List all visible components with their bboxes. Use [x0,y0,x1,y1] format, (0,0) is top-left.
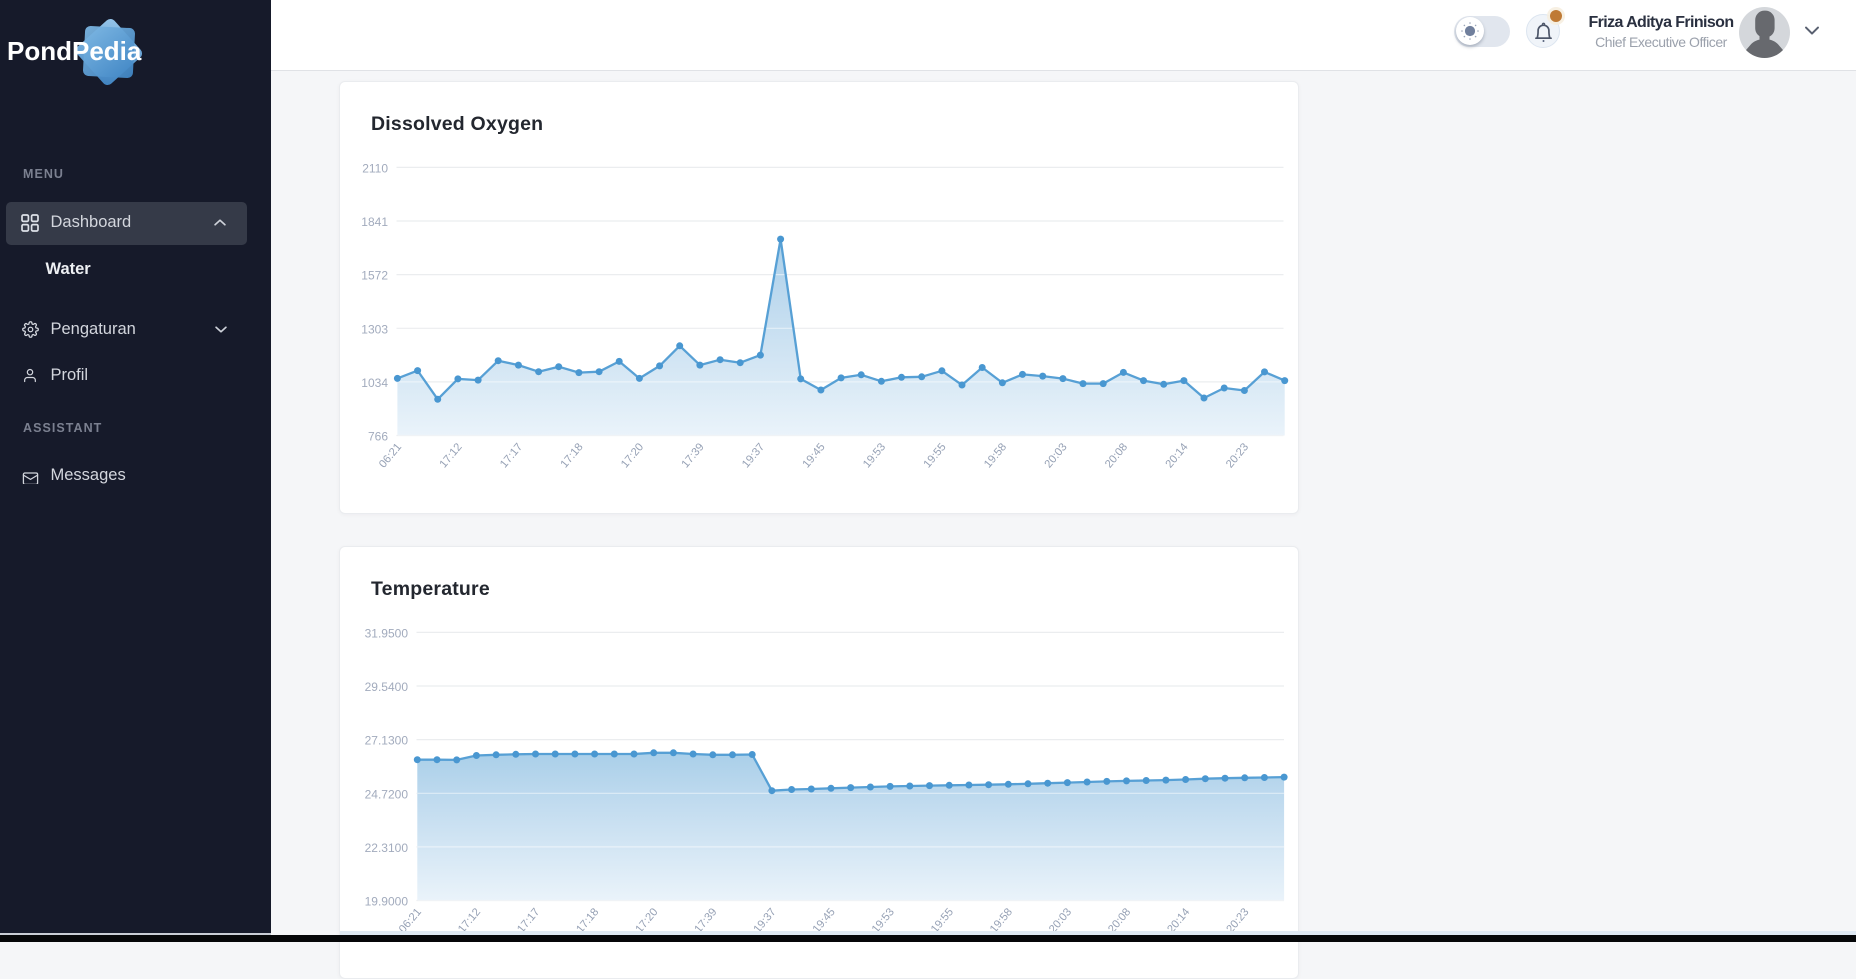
svg-text:24.7200: 24.7200 [365,787,409,801]
svg-text:06:21: 06:21 [377,441,404,470]
svg-text:1841: 1841 [361,215,388,229]
svg-text:19:58: 19:58 [982,441,1009,470]
svg-text:17:12: 17:12 [438,441,465,470]
svg-text:17:18: 17:18 [559,441,586,470]
svg-text:766: 766 [368,430,388,444]
svg-text:19:45: 19:45 [801,441,828,470]
svg-text:27.1300: 27.1300 [365,734,409,748]
svg-text:17:17: 17:17 [498,441,525,470]
svg-text:19:55: 19:55 [922,441,949,470]
svg-text:19:37: 19:37 [740,441,767,470]
svg-text:1572: 1572 [361,269,388,283]
svg-text:19:53: 19:53 [861,441,888,470]
svg-text:20:14: 20:14 [1164,441,1191,470]
svg-text:20:23: 20:23 [1224,441,1251,470]
svg-text:2110: 2110 [362,161,388,175]
svg-text:19.9000: 19.9000 [365,895,409,909]
svg-text:22.3100: 22.3100 [365,841,409,855]
svg-text:20:08: 20:08 [1103,441,1130,470]
svg-text:1303: 1303 [361,322,388,336]
svg-text:29.5400: 29.5400 [365,680,409,694]
svg-text:17:20: 17:20 [619,441,646,470]
svg-text:1034: 1034 [361,376,388,390]
svg-text:31.9500: 31.9500 [365,626,409,640]
svg-text:20:03: 20:03 [1043,441,1070,470]
svg-text:17:39: 17:39 [680,441,707,470]
